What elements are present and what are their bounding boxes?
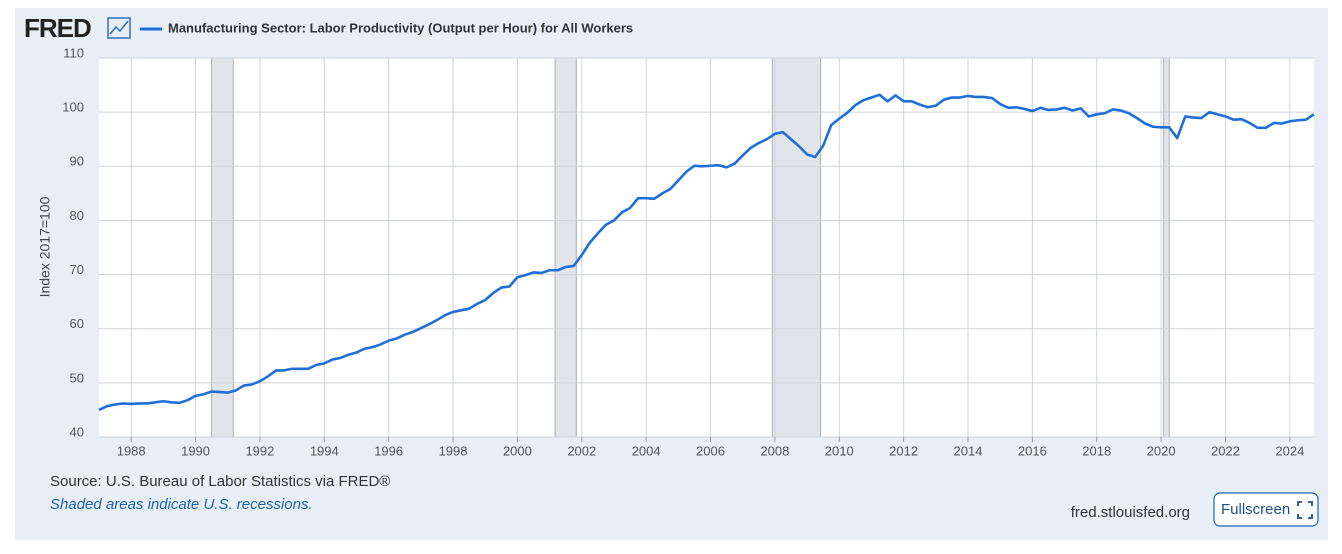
x-tick-label: 2018 [1082,443,1111,458]
legend-label: Manufacturing Sector: Labor Productivity… [168,20,633,35]
y-tick-label: 110 [63,45,84,60]
y-tick-label: 70 [70,262,84,277]
recession-band [1163,57,1170,438]
y-tick-label: 50 [70,370,84,385]
recession-band [554,57,577,438]
x-tick-label: 2016 [1018,443,1047,458]
x-tick-label: 2010 [825,443,854,458]
source: Source: U.S. Bureau of Labor Statistics … [50,473,390,490]
recession-note: Shaded areas indicate U.S. recessions. [50,496,313,513]
y-tick-label: 90 [70,154,84,169]
y-tick-label: 60 [70,316,84,331]
x-tick-label: 2020 [1147,443,1176,458]
button-label[interactable]: Fullscreen [1221,501,1290,518]
x-tick-label: 2022 [1211,443,1240,458]
x-tick-label: 1992 [245,443,274,458]
x-tick-label: 2008 [760,443,789,458]
x-tick-label: 1996 [374,443,403,458]
x-tick-label: 2006 [696,443,725,458]
logo: FRED [24,13,91,43]
x-tick-label: 2014 [954,443,983,458]
y-tick-label: 100 [62,100,84,115]
logo-icon [107,17,131,39]
y-axis-label: Index 2017=100 [37,196,53,297]
plot-area [99,58,1314,437]
recession-band [211,57,234,438]
fullscreen-button[interactable]: Fullscreen [1213,492,1319,527]
x-tick-label: 2004 [632,443,661,458]
x-tick-label: 1990 [181,443,210,458]
y-tick-label: 40 [70,424,84,439]
x-tick-label: 1998 [439,443,468,458]
data-line [98,93,1315,412]
y-tick-label: 80 [70,208,84,223]
x-tick-label: 1994 [310,443,339,458]
x-tick-label: 2000 [503,443,532,458]
x-tick-label: 1988 [117,443,146,458]
recession-band [771,57,822,438]
x-tick-label: 2002 [567,443,596,458]
x-tick-label: 2024 [1275,443,1304,458]
site: fred.stlouisfed.org [1071,504,1190,521]
x-tick-label: 2012 [889,443,918,458]
